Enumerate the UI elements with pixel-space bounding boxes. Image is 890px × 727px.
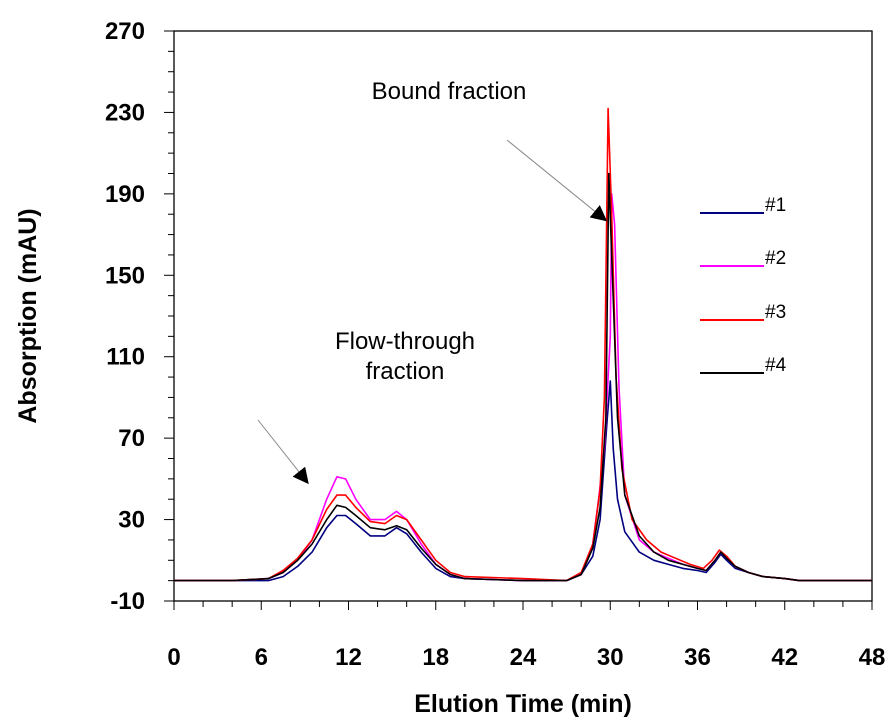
legend-label-4: #4 — [765, 355, 787, 376]
x-tick-label: 6 — [255, 644, 268, 671]
x-tick-label: 48 — [859, 644, 886, 671]
x-axis-title: Elution Time (min) — [414, 690, 632, 718]
x-tick-label: 36 — [684, 644, 711, 671]
legend-label-3: #3 — [765, 302, 786, 323]
y-axis-title: Absorption (mAU) — [14, 208, 42, 423]
x-tick-label: 0 — [167, 644, 180, 671]
series-line-4 — [174, 172, 872, 582]
legend-label-1: #1 — [765, 195, 786, 216]
annotation-line: Bound fraction — [372, 78, 527, 105]
annotation-line: Flow-through — [335, 328, 475, 355]
annotation-label-2: Flow-through fraction — [335, 328, 475, 385]
series-line-3 — [174, 107, 872, 582]
legend: #1 #2 #3 #4 — [700, 195, 787, 376]
annotations: Bound fraction Flow-through fraction — [257, 78, 608, 485]
x-tick-label: 30 — [597, 644, 624, 671]
legend-label-2: #2 — [765, 248, 786, 269]
x-tick-label: 42 — [771, 644, 798, 671]
annotation-line: fraction — [366, 358, 445, 385]
x-tick-label: 18 — [422, 644, 449, 671]
y-tick-label: 70 — [118, 425, 145, 452]
series-lines — [174, 107, 872, 582]
series-line-1 — [174, 380, 872, 582]
y-tick-label: 190 — [105, 181, 145, 208]
annotation-arrow-2 — [257, 419, 309, 485]
x-axis: 0 6 12 18 24 30 36 42 48 — [167, 601, 885, 671]
y-tick-label: 110 — [106, 344, 145, 371]
x-tick-label: 24 — [510, 644, 537, 671]
annotation-label-1: Bound fraction — [372, 78, 527, 105]
x-tick-label: 12 — [335, 644, 362, 671]
y-tick-label: -10 — [110, 588, 145, 615]
y-tick-label: 270 — [105, 18, 145, 45]
y-axis: -10 30 70 110 150 190 230 270 — [105, 18, 174, 615]
y-tick-label: 150 — [105, 262, 145, 289]
y-tick-label: 30 — [118, 507, 145, 534]
y-tick-label: 230 — [105, 99, 145, 126]
annotation-arrow-1 — [506, 139, 608, 222]
